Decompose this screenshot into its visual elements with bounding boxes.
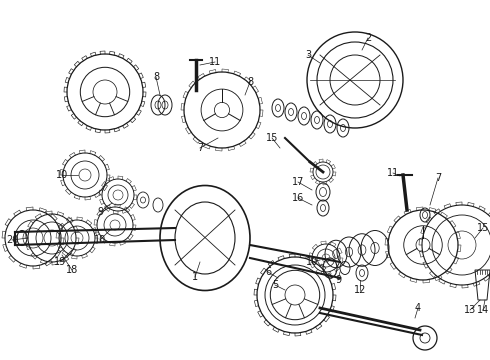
Text: 17: 17 xyxy=(292,177,304,187)
Text: 9: 9 xyxy=(97,207,103,217)
Text: 18: 18 xyxy=(66,265,78,275)
Text: 20: 20 xyxy=(6,235,18,245)
Text: 11: 11 xyxy=(209,57,221,67)
Text: 14: 14 xyxy=(477,305,489,315)
Text: 16: 16 xyxy=(292,193,304,203)
Text: 1: 1 xyxy=(192,272,198,282)
Text: 7: 7 xyxy=(435,173,441,183)
Text: 10: 10 xyxy=(94,235,106,245)
Text: 10: 10 xyxy=(306,257,318,267)
Text: 6: 6 xyxy=(265,267,271,277)
Text: 4: 4 xyxy=(415,303,421,313)
Text: 19: 19 xyxy=(54,257,66,267)
Text: 15: 15 xyxy=(266,133,278,143)
Text: 15: 15 xyxy=(477,223,489,233)
Text: 2: 2 xyxy=(365,33,371,43)
Text: 8: 8 xyxy=(247,77,253,87)
Text: 8: 8 xyxy=(153,72,159,82)
Text: 3: 3 xyxy=(305,50,311,60)
Text: 11: 11 xyxy=(387,168,399,178)
Text: 7: 7 xyxy=(197,143,203,153)
Text: 13: 13 xyxy=(464,305,476,315)
Text: 10: 10 xyxy=(56,170,68,180)
Text: 5: 5 xyxy=(272,280,278,290)
Text: 9: 9 xyxy=(335,275,341,285)
Text: 12: 12 xyxy=(354,285,366,295)
